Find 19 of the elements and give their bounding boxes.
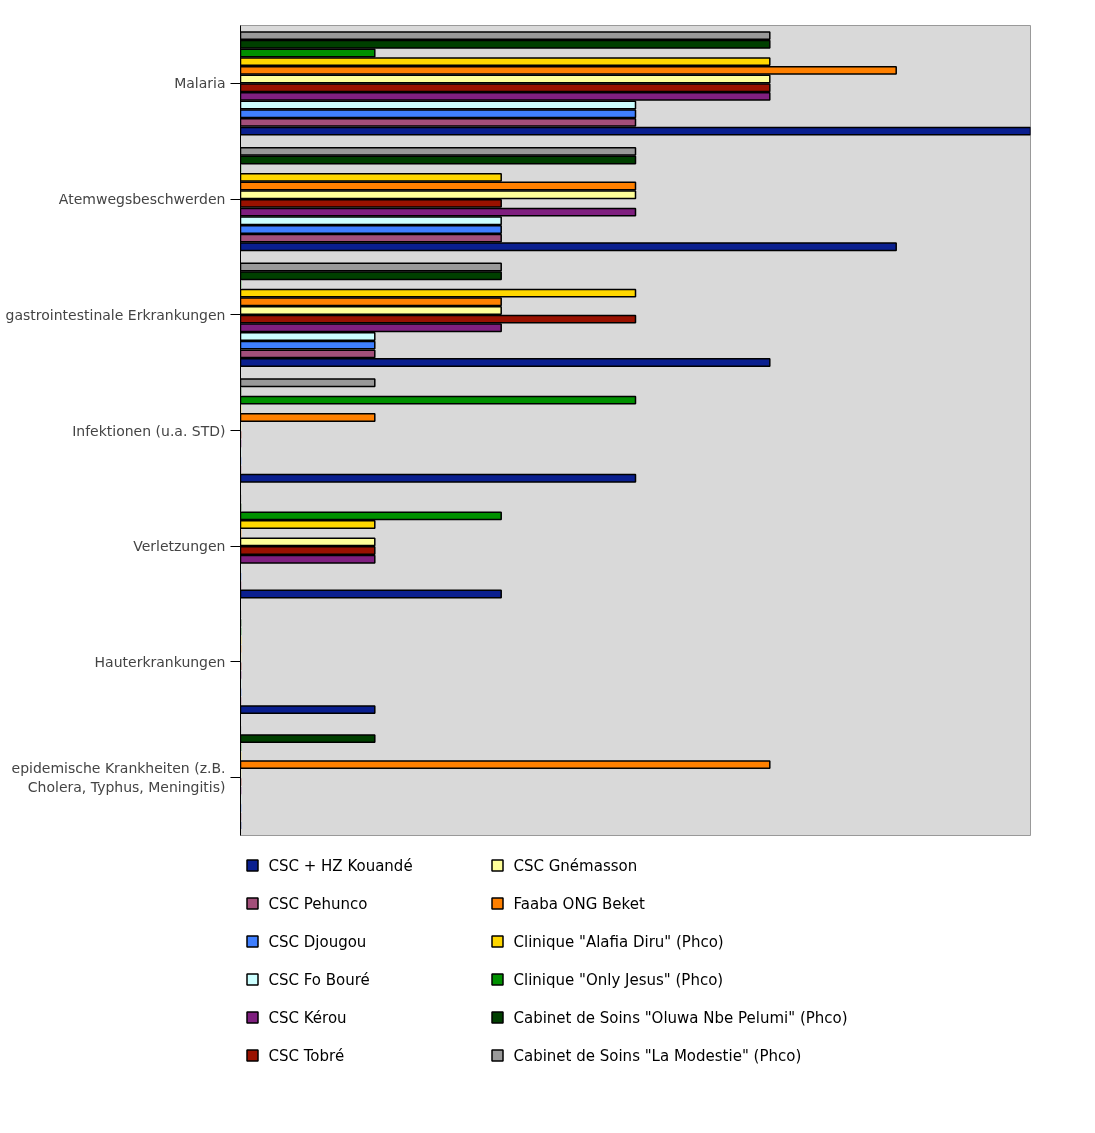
legend-label: Clinique "Only Jesus" (Phco) <box>513 970 724 989</box>
legend-label: Clinique "Alafia Diru" (Phco) <box>513 932 724 951</box>
y-tick-label: Atemwegsbeschwerden <box>58 191 226 208</box>
legend-label: CSC Pehunco <box>268 894 368 913</box>
y-tick-label: Verletzungen <box>133 538 226 555</box>
legend-label: Cabinet de Soins "Oluwa Nbe Pelumi" (Phco) <box>513 1008 848 1027</box>
y-tick-label: epidemische Krankheiten (z.B. Cholera, Typhus, Meningitis) <box>11 760 226 796</box>
y-tick-label: Infektionen (u.a. STD) <box>72 422 226 439</box>
y-tick-label: Malaria <box>174 75 226 92</box>
legend-label: CSC Gnémasson <box>513 856 638 875</box>
legend-label: Faaba ONG Beket <box>513 894 645 913</box>
legend-label: CSC Tobré <box>268 1046 345 1065</box>
legend-label: CSC Djougou <box>268 932 367 951</box>
y-tick-label: gastrointestinale Erkrankungen <box>5 306 226 323</box>
legend-label: CSC + HZ Kouandé <box>268 856 413 875</box>
legend-label: CSC Fo Bouré <box>268 970 370 989</box>
legend-label: CSC Kérou <box>268 1008 347 1027</box>
y-tick-label: Hauterkrankungen <box>94 653 226 670</box>
legend-label: Cabinet de Soins "La Modestie" (Phco) <box>513 1046 802 1065</box>
